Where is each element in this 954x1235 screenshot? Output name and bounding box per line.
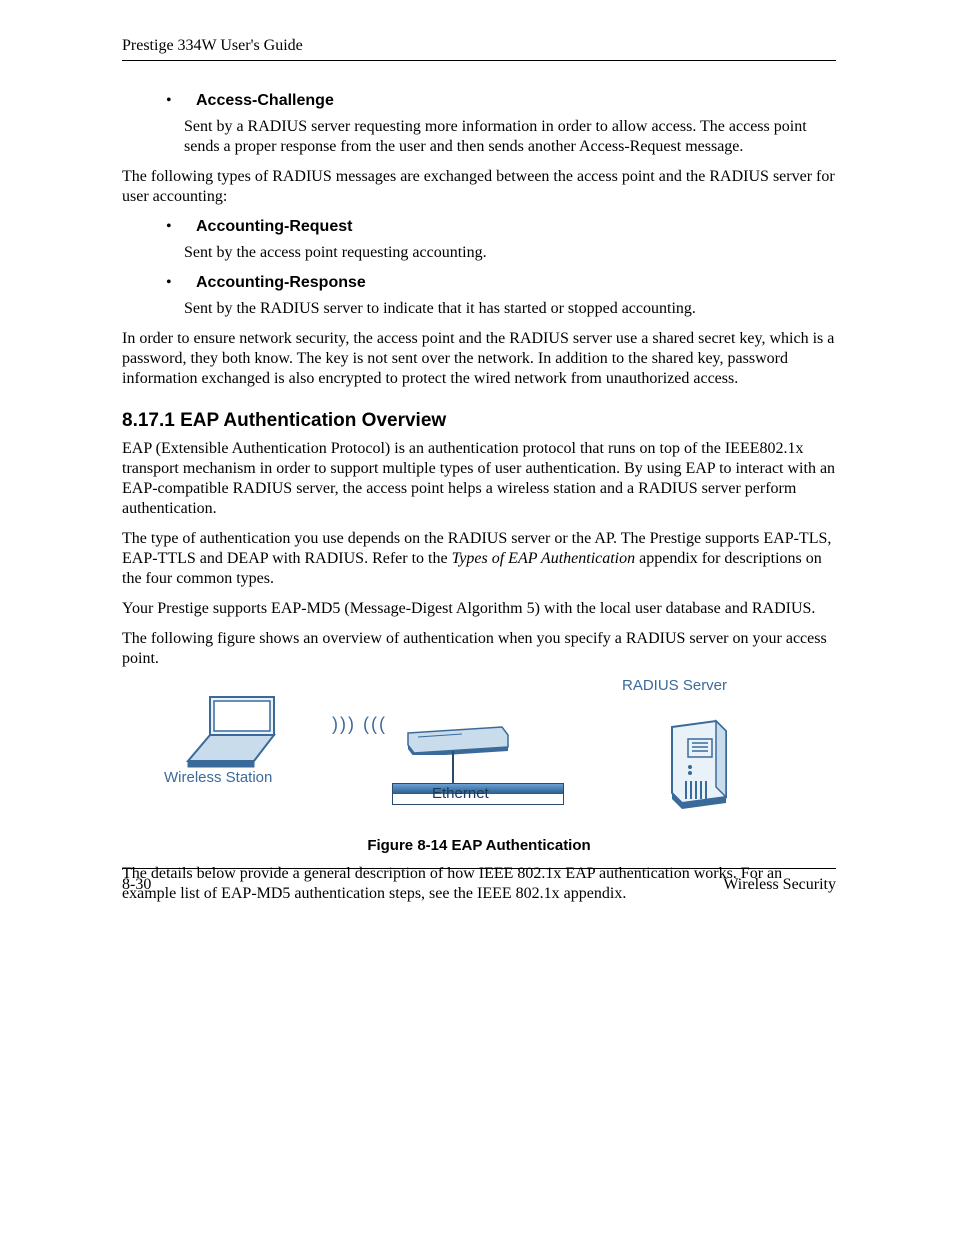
document-page: Prestige 334W User's Guide • Access-Chal…	[0, 0, 954, 1235]
bullet-title: Access-Challenge	[196, 91, 334, 111]
laptop-icon	[182, 695, 282, 775]
body-paragraph: The following figure shows an overview o…	[122, 629, 836, 669]
bullet-item: • Accounting-Request	[166, 217, 836, 237]
bullet-marker: •	[166, 217, 196, 236]
bullet-marker: •	[166, 91, 196, 110]
wifi-icon: ))) (((	[332, 713, 387, 736]
header-title: Prestige 334W User's Guide	[122, 36, 303, 56]
ethernet-label: Ethernet	[432, 785, 489, 804]
bullet-item: • Access-Challenge	[166, 91, 836, 111]
bullet-item: • Accounting-Response	[166, 273, 836, 293]
radius-server-label: RADIUS Server	[622, 677, 727, 696]
body-paragraph: EAP (Extensible Authentication Protocol)…	[122, 439, 836, 519]
italic-text: Types of EAP Authentication	[452, 550, 636, 567]
router-icon	[402, 725, 512, 761]
figure: Wireless Station ))) ((( Ethernet RADIUS…	[122, 687, 836, 856]
figure-caption: Figure 8-14 EAP Authentication	[122, 837, 836, 856]
body-paragraph: The type of authentication you use depen…	[122, 529, 836, 589]
bullet-description: Sent by a RADIUS server requesting more …	[184, 117, 826, 157]
bullet-title: Accounting-Request	[196, 217, 352, 237]
section-heading: 8.17.1 EAP Authentication Overview	[122, 409, 836, 433]
page-header: Prestige 334W User's Guide	[122, 36, 836, 61]
eap-diagram: Wireless Station ))) ((( Ethernet RADIUS…	[172, 687, 792, 827]
body-paragraph: In order to ensure network security, the…	[122, 329, 836, 389]
bullet-title: Accounting-Response	[196, 273, 366, 293]
wireless-station-label: Wireless Station	[164, 769, 272, 788]
server-icon	[662, 717, 732, 823]
bullet-description: Sent by the RADIUS server to indicate th…	[184, 299, 826, 319]
body-paragraph: Your Prestige supports EAP-MD5 (Message-…	[122, 599, 836, 619]
footer-section: Wireless Security	[723, 875, 836, 895]
ethernet-drop-line	[452, 751, 454, 785]
page-number: 8-30	[122, 875, 151, 895]
bullet-marker: •	[166, 273, 196, 292]
body-paragraph: The following types of RADIUS messages a…	[122, 167, 836, 207]
page-footer: 8-30 Wireless Security	[122, 868, 836, 895]
bullet-description: Sent by the access point requesting acco…	[184, 243, 826, 263]
